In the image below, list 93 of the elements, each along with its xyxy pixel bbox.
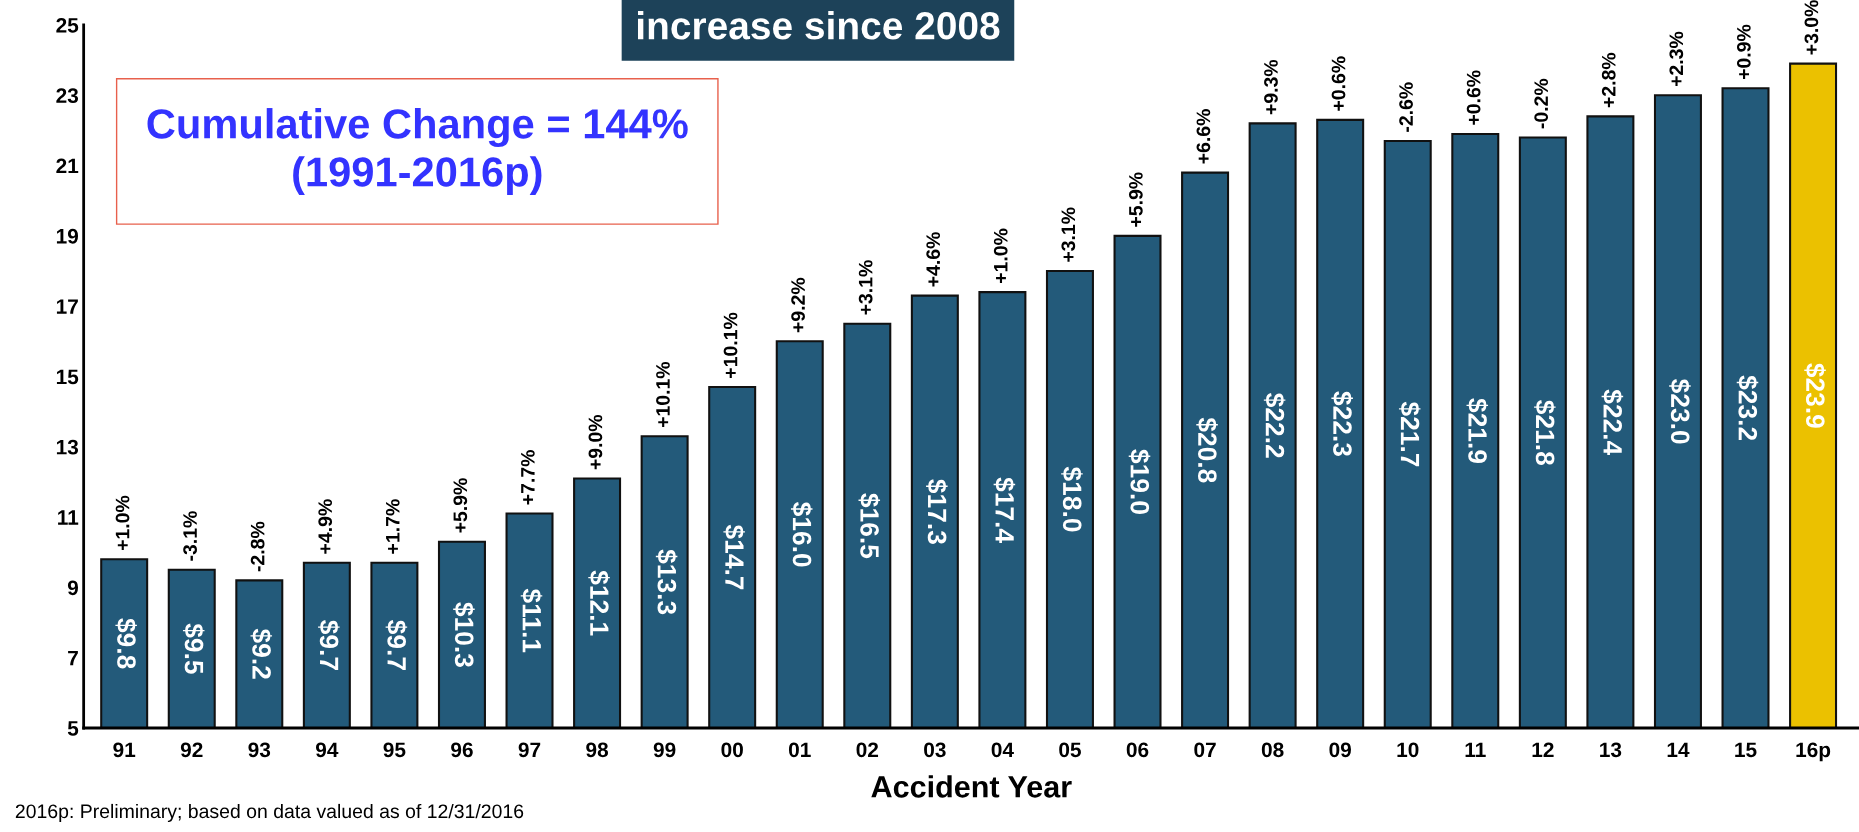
x-axis-title: Accident Year <box>871 775 1072 798</box>
x-tick-label: 94 <box>315 742 339 758</box>
y-tick-label: 7 <box>68 650 78 666</box>
y-tick-label: 19 <box>56 228 79 244</box>
annotation: -0.2% <box>1534 78 1549 129</box>
annotation: +9.3% <box>1264 59 1278 115</box>
annotation: +7.7% <box>521 450 535 505</box>
x-tick-label: 12 <box>1532 742 1554 757</box>
annotation: +3.0% <box>1804 0 1819 55</box>
x-tick-label: 14 <box>1667 742 1690 757</box>
annotation: +5.9% <box>1128 172 1143 227</box>
y-tick-label: 21 <box>56 158 79 174</box>
annotation: -2.6% <box>1399 82 1413 132</box>
data-label: $10.3 <box>453 602 475 667</box>
x-tick-label: 15 <box>1735 742 1757 758</box>
x-tick-label: 98 <box>586 742 609 758</box>
y-tick-label: 23 <box>56 88 79 104</box>
data-label: $19.0 <box>1128 449 1151 514</box>
annotation: +6.6% <box>1196 109 1211 164</box>
data-label: $22.2 <box>1263 393 1286 458</box>
y-tick-label: 5 <box>67 721 79 736</box>
x-tick-label: 93 <box>248 742 271 758</box>
x-tick-label: 91 <box>113 742 136 758</box>
y-tick-label: 15 <box>56 369 79 385</box>
data-label: $16.0 <box>790 502 813 567</box>
annotation: -3.1% <box>183 511 197 561</box>
x-tick-label: 02 <box>856 742 879 758</box>
data-label: $21.8 <box>1534 400 1556 465</box>
data-label: $22.3 <box>1331 391 1353 456</box>
x-tick-label: 99 <box>653 742 676 758</box>
annotation: +2.3% <box>1669 31 1684 87</box>
data-label: $9.7 <box>385 620 408 670</box>
data-label: $17.4 <box>993 477 1016 543</box>
annotation: +3.1% <box>858 260 873 315</box>
annotation: +10.1% <box>723 312 738 378</box>
data-label: $9.8 <box>115 618 137 669</box>
data-label: $14.7 <box>723 524 745 590</box>
x-tick-label: 92 <box>180 742 203 758</box>
annotation: +1.0% <box>115 495 130 551</box>
annotation: +5.9% <box>453 478 468 533</box>
annotation: +1.7% <box>385 499 400 554</box>
y-tick-label: 11 <box>58 510 79 525</box>
y-tick-label: 13 <box>56 439 79 455</box>
x-tick-label: 96 <box>451 742 473 758</box>
data-label: $9.2 <box>250 628 273 679</box>
annotation: +3.1% <box>1061 207 1076 262</box>
x-tick-label: 00 <box>721 742 743 758</box>
annotation: +9.0% <box>588 414 603 470</box>
x-tick-label: 09 <box>1329 742 1351 758</box>
x-tick-label: 08 <box>1261 742 1284 758</box>
data-label: $12.1 <box>588 570 610 636</box>
data-label: $11.1 <box>520 588 543 653</box>
x-tick-label: 04 <box>991 742 1014 758</box>
data-label: $23.0 <box>1669 378 1691 444</box>
annotation: +10.1% <box>656 361 670 428</box>
x-tick-label: 11 <box>1465 742 1486 757</box>
annotation: -2.8% <box>250 521 265 572</box>
x-tick-label: 13 <box>1600 742 1622 758</box>
x-tick-label: 10 <box>1397 742 1419 758</box>
annotation: +0.6% <box>1331 56 1346 111</box>
annotation: +2.8% <box>1601 52 1616 108</box>
data-label: $17.3 <box>926 479 948 544</box>
text: 2016p: Preliminary; based on data valued as of 12/31/2016 <box>15 803 524 823</box>
annotation: +0.9% <box>1736 24 1751 80</box>
y-tick-label: 25 <box>56 17 79 33</box>
data-label: $18.0 <box>1061 466 1083 532</box>
x-tick-label: 05 <box>1059 742 1081 758</box>
annotation: Cumulative Change = 144% (1991-2016p) <box>147 108 688 195</box>
y-tick-label: 9 <box>67 580 79 596</box>
data-label: $9.7 <box>318 620 340 670</box>
data-label: $21.7 <box>1398 401 1421 467</box>
data-label: $23.2 <box>1736 375 1759 441</box>
x-tick-label: 95 <box>383 742 406 758</box>
y-tick-label: 17 <box>56 299 78 314</box>
annotation: increase since 2008 <box>637 10 1000 40</box>
data-label: $20.8 <box>1196 417 1218 483</box>
x-tick-label: 16p <box>1796 742 1831 762</box>
data-label: $9.5 <box>182 623 205 674</box>
annotation: +9.2% <box>791 277 805 333</box>
annotation: +4.6% <box>926 232 941 287</box>
x-tick-label: 07 <box>1194 742 1216 758</box>
data-label: $23.9 <box>1804 363 1826 428</box>
data-label: $13.3 <box>655 549 678 615</box>
x-tick-label: 97 <box>518 742 541 758</box>
data-label: $22.4 <box>1601 389 1624 456</box>
x-tick-label: 01 <box>788 742 811 758</box>
data-label: $21.9 <box>1466 398 1489 464</box>
data-label: $16.5 <box>858 493 881 559</box>
annotation: +1.0% <box>993 228 1008 283</box>
annotation: +4.9% <box>318 499 333 554</box>
x-tick-label: 06 <box>1126 742 1149 758</box>
x-tick-label: 03 <box>924 742 946 758</box>
annotation: +0.6% <box>1466 70 1481 125</box>
